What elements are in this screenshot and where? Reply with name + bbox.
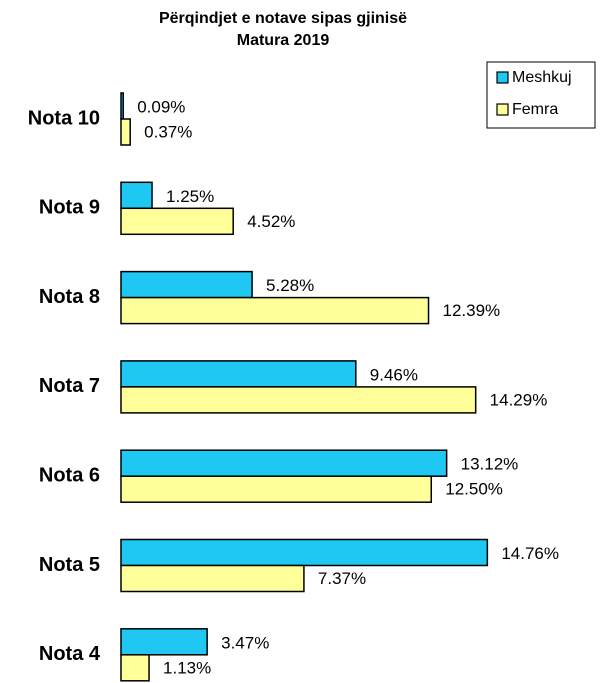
category-label: Nota 9 <box>39 197 100 219</box>
legend-swatch <box>496 71 509 84</box>
value-label: 13.12% <box>461 455 519 474</box>
category-label: Nota 5 <box>39 554 100 576</box>
value-label: 0.37% <box>144 122 192 141</box>
category-label: Nota 7 <box>39 375 100 397</box>
legend-label: Femra <box>512 101 558 118</box>
bar <box>120 538 489 567</box>
bar <box>120 564 305 593</box>
value-label: 14.29% <box>490 390 548 409</box>
bar <box>120 475 433 503</box>
bar <box>120 360 357 388</box>
bar <box>120 118 131 146</box>
value-label: 1.13% <box>163 658 211 677</box>
value-label: 7.37% <box>318 569 366 588</box>
bar <box>120 270 253 299</box>
category-label: Nota 4 <box>39 643 101 665</box>
value-label: 4.52% <box>247 212 295 231</box>
legend-label: Meshkuj <box>512 69 572 86</box>
chart-title: Përqindjet e notave sipas gjinisë <box>159 10 407 27</box>
category-label: Nota 8 <box>39 286 100 308</box>
legend-swatch <box>496 103 509 116</box>
value-label: 9.46% <box>370 365 418 384</box>
bar <box>120 386 477 414</box>
bar <box>120 207 234 236</box>
chart-subtitle: Matura 2019 <box>237 32 330 49</box>
bar <box>120 296 430 325</box>
value-label: 12.39% <box>443 301 501 320</box>
value-label: 1.25% <box>166 187 214 206</box>
bar <box>120 654 150 682</box>
value-label: 5.28% <box>266 276 314 295</box>
category-label: Nota 10 <box>28 107 100 129</box>
category-label: Nota 6 <box>39 464 100 486</box>
bar <box>120 628 208 656</box>
value-label: 12.50% <box>445 480 503 499</box>
bar <box>120 181 153 210</box>
value-label: 14.76% <box>501 544 559 563</box>
value-label: 0.09% <box>137 97 185 116</box>
bar <box>120 449 448 477</box>
bar <box>120 92 124 120</box>
value-label: 3.47% <box>221 633 269 652</box>
